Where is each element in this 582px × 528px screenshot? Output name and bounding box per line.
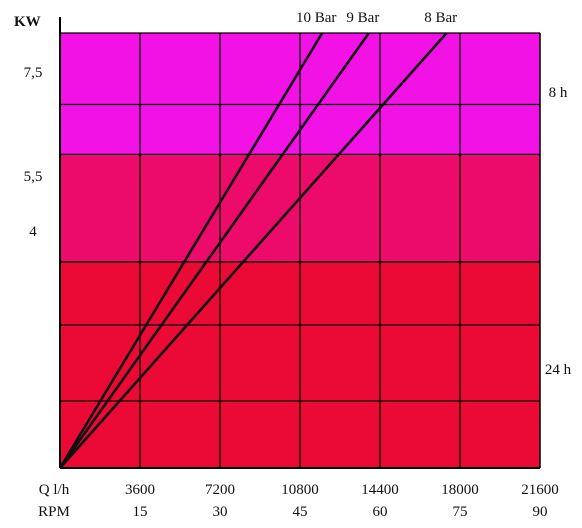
x-tick-q-3: 14400 <box>361 482 399 498</box>
y-tick-label-1: 5,5 <box>24 169 43 185</box>
y-tick-label-2: 4 <box>29 224 37 240</box>
series-layer <box>58 32 448 469</box>
series-label-2: 8 Bar <box>424 10 457 26</box>
series-label-1: 9 Bar <box>346 10 379 26</box>
x-tick-rpm-3: 60 <box>373 504 388 520</box>
y-axis-title: KW <box>14 14 41 30</box>
x-tick-rpm-2: 45 <box>293 504 308 520</box>
labels-layer: 10 Bar 9 Bar 8 Bar KW 7,5 5,5 4 24 h 8 h Q l/h RPM… <box>14 10 572 520</box>
x-tick-q-1: 7200 <box>205 482 235 498</box>
x-tick-q-0: 3600 <box>125 482 155 498</box>
series-line-1 <box>58 32 370 469</box>
series-label-0: 10 Bar <box>296 10 336 26</box>
grid-layer <box>59 17 541 469</box>
series-line-2 <box>59 32 448 469</box>
x-tick-rpm-4: 75 <box>453 504 468 520</box>
x-axis-row-label-0: Q l/h <box>39 482 70 498</box>
x-tick-q-2: 10800 <box>281 482 319 498</box>
x-tick-rpm-5: 90 <box>533 504 548 520</box>
x-tick-rpm-1: 30 <box>213 504 228 520</box>
band-label-2: 8 h <box>549 85 568 101</box>
band-label-0: 24 h <box>545 362 572 378</box>
x-tick-q-4: 18000 <box>441 482 479 498</box>
series-line-0 <box>58 32 324 469</box>
x-axis-row-label-1: RPM <box>38 504 70 520</box>
x-tick-rpm-0: 15 <box>133 504 148 520</box>
y-tick-label-0: 7,5 <box>24 65 43 81</box>
x-tick-q-5: 21600 <box>521 482 559 498</box>
